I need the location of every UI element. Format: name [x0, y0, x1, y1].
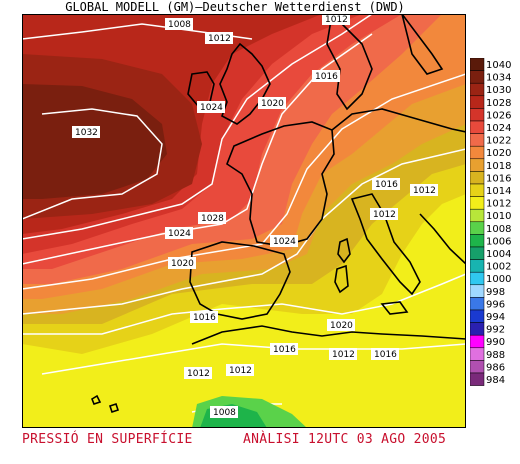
legend-label-996: 996	[486, 299, 505, 310]
legend-label-1004: 1004	[486, 249, 511, 260]
legend-label-1024: 1024	[486, 123, 511, 134]
legend-swatch-1040	[470, 58, 485, 71]
legend-swatch-1018	[470, 158, 485, 172]
legend-label-1014: 1014	[486, 186, 511, 197]
legend-label-984: 984	[486, 375, 505, 386]
legend-label-1028: 1028	[486, 98, 511, 109]
chart-title: GLOBAL MODELL (GM)—Deutscher Wetterdiens…	[65, 0, 405, 14]
footer-field-label: PRESSIÓ EN SUPERFÍCIE	[22, 432, 193, 447]
legend-swatch-990	[470, 334, 485, 349]
isobar-label: 1020	[261, 99, 284, 109]
legend-label-1012: 1012	[486, 199, 511, 210]
isobar-label: 1012	[373, 210, 396, 220]
legend-swatch-986	[470, 360, 485, 374]
isobar-label: 1028	[201, 214, 224, 224]
footer-analysis-time: ANÀLISI 12UTC 03 AGO 2005	[242, 432, 447, 447]
legend-swatch-1010	[470, 208, 485, 223]
legend-swatch-1002	[470, 259, 485, 273]
isobar-label: 1016	[315, 72, 338, 82]
legend-label-1020: 1020	[486, 148, 511, 159]
isobar-label: 1024	[200, 103, 223, 113]
isobar-label: 1012	[229, 366, 252, 376]
legend-swatch-1004	[470, 246, 485, 260]
legend-label-1040: 1040	[486, 60, 511, 71]
legend-swatch-1000	[470, 271, 485, 286]
isobar-label: 1008	[168, 20, 191, 30]
legend-swatch-1024	[470, 120, 485, 134]
legend-label-1010: 1010	[486, 211, 511, 222]
isobar-label: 1012	[413, 186, 436, 196]
legend-label-1022: 1022	[486, 136, 511, 147]
legend-label-990: 990	[486, 337, 505, 348]
legend-swatch-1022	[470, 133, 485, 147]
legend-label-1006: 1006	[486, 236, 511, 247]
legend-label-1026: 1026	[486, 110, 511, 121]
isobar-label: 1016	[273, 345, 296, 355]
legend-label-988: 988	[486, 350, 505, 361]
legend-swatch-994	[470, 309, 485, 323]
isobar-label: 1032	[75, 128, 98, 138]
isobar-label: 1024	[168, 229, 191, 239]
isobar-label: 1012	[332, 350, 355, 360]
legend-swatch-984	[470, 372, 485, 386]
legend-label-1008: 1008	[486, 224, 511, 235]
legend-swatch-1030	[470, 82, 485, 97]
legend-swatch-988	[470, 347, 485, 361]
isobar-label: 1012	[208, 34, 231, 44]
legend-label-1018: 1018	[486, 161, 511, 172]
legend-label-992: 992	[486, 325, 505, 336]
footer: PRESSIÓ EN SUPERFÍCIE ANÀLISI 12UTC 03 A…	[22, 432, 502, 448]
legend-label-1016: 1016	[486, 173, 511, 184]
legend-label-1000: 1000	[486, 274, 511, 285]
legend-label-1034: 1034	[486, 73, 511, 84]
pressure-map: 1008 1012 1012 1016 1024 1020 1032 1016 …	[22, 14, 466, 428]
legend-swatch-1016	[470, 171, 485, 185]
legend-label-1030: 1030	[486, 85, 511, 96]
isobar-label: 1016	[374, 350, 397, 360]
legend-swatch-1008	[470, 221, 485, 235]
isobar-label: 1024	[273, 237, 296, 247]
isobar-label: 1008	[213, 408, 236, 418]
legend-swatch-1028	[470, 95, 485, 109]
legend-swatch-1026	[470, 108, 485, 122]
isobar-label: 1012	[187, 369, 210, 379]
isobar-label: 1016	[375, 180, 398, 190]
legend-swatch-1012	[470, 196, 485, 210]
isobar-label: 1012	[325, 15, 348, 25]
isobar-label: 1016	[193, 313, 216, 323]
legend-swatch-1020	[470, 145, 485, 160]
legend-label-994: 994	[486, 312, 505, 323]
legend-swatch-996	[470, 297, 485, 311]
isobar-labels: 1008 1012 1012 1016 1024 1020 1032 1016 …	[72, 14, 438, 418]
legend-swatch-1006	[470, 234, 485, 248]
legend-label-986: 986	[486, 362, 505, 373]
legend-swatch-992	[470, 322, 485, 336]
legend-label-998: 998	[486, 287, 505, 298]
legend-swatch-998	[470, 284, 485, 298]
legend-swatch-1034	[470, 70, 485, 84]
legend-swatch-1014	[470, 183, 485, 197]
legend-label-1002: 1002	[486, 262, 511, 273]
isobar-label: 1020	[171, 259, 194, 269]
isobar-label: 1020	[330, 321, 353, 331]
